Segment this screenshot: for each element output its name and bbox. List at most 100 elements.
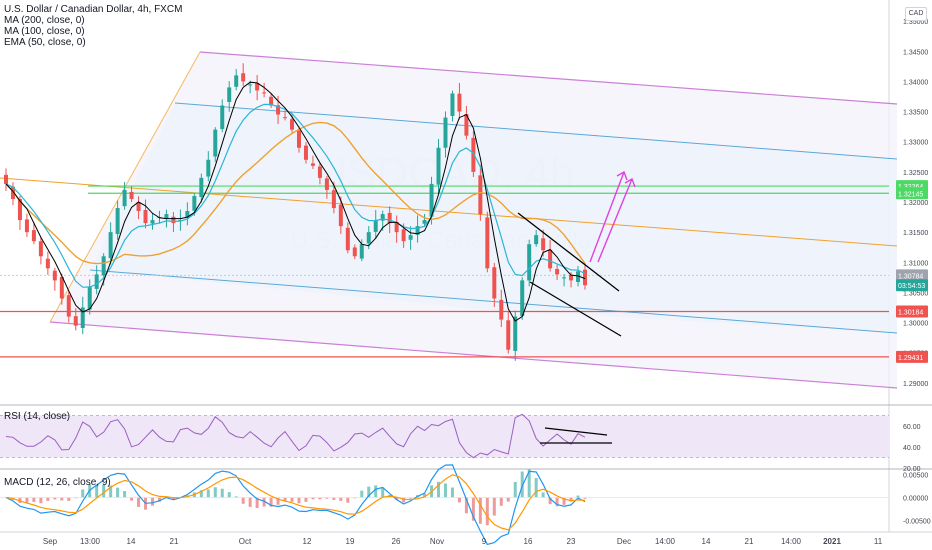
macd-histogram-bar — [241, 497, 245, 504]
breakout-arrow-1-head — [616, 170, 628, 181]
candle-body — [87, 286, 92, 310]
breakout-arrow-1 — [589, 171, 625, 263]
candle-body — [122, 189, 127, 207]
macd-histogram-bar — [450, 487, 454, 498]
candle-body — [562, 277, 567, 279]
macd-histogram-bar — [39, 497, 43, 504]
macd-histogram-bar — [220, 488, 224, 498]
candle-body — [31, 230, 36, 242]
candle-body — [436, 147, 441, 185]
wedge-upper-line — [517, 212, 620, 292]
time-tick-label: Dec — [617, 537, 631, 546]
candle-body — [24, 219, 29, 233]
macd-legend[interactable]: MACD (12, 26, close, 9) — [4, 477, 111, 488]
candle-body — [220, 105, 225, 130]
symbol-title[interactable]: U.S. Dollar / Canadian Dollar, 4h, FXCM — [4, 4, 183, 15]
macd-histogram-bar — [402, 497, 406, 503]
breakout-arrow-2 — [597, 178, 633, 263]
macd-histogram-bar — [499, 497, 503, 506]
macd-histogram-bar — [520, 471, 524, 498]
candle-body — [241, 73, 246, 82]
price-tick-label: 1.32500 — [903, 170, 928, 177]
price-tick-label: 1.31500 — [903, 230, 928, 237]
candle-body — [583, 269, 587, 286]
macd-histogram-bar — [46, 497, 50, 501]
candle-body — [227, 87, 232, 102]
time-tick-label: 11 — [874, 537, 883, 546]
macd-histogram-bar — [548, 497, 552, 505]
macd-histogram-bar — [53, 497, 57, 500]
candle-body — [401, 229, 406, 242]
candle-body — [499, 299, 504, 320]
macd-histogram-bar — [32, 497, 36, 502]
macd-histogram-bar — [283, 497, 287, 502]
time-tick-label: 14:00 — [781, 537, 802, 546]
candle-body — [94, 274, 99, 289]
ma200-legend[interactable]: MA (200, close, 0) — [4, 15, 85, 26]
ma100-legend[interactable]: MA (100, close, 0) — [4, 26, 85, 37]
candle-body — [248, 84, 253, 86]
rsi-line — [5, 413, 586, 459]
candle-body — [569, 274, 574, 281]
candle-body — [422, 220, 427, 224]
price-label-badge — [896, 187, 928, 200]
inner-upper-line — [174, 102, 898, 160]
candle-body — [352, 247, 357, 257]
candle-body — [171, 216, 176, 224]
ma100-line — [5, 81, 586, 322]
macd-histogram-bar — [25, 497, 29, 503]
rsi-legend[interactable]: RSI (14, close) — [4, 411, 71, 422]
candle-body — [129, 191, 134, 199]
rsi-tick-label: 60.00 — [903, 424, 921, 431]
time-tick-label: 21 — [170, 537, 179, 546]
candle-body — [206, 159, 211, 177]
price-tick-label: 1.32000 — [903, 200, 928, 207]
candle-body — [317, 166, 322, 178]
price-tick-label: 1.34000 — [903, 79, 928, 86]
macd-histogram-bar — [576, 495, 580, 498]
macd-histogram-bar — [325, 497, 329, 499]
candle-body — [73, 316, 78, 326]
macd-histogram-bar — [311, 497, 315, 500]
macd-histogram-bar — [423, 493, 427, 498]
price-label-badge — [896, 350, 928, 363]
price-label-badge — [896, 269, 928, 282]
macd-histogram-bar — [213, 487, 217, 498]
candle-body — [17, 198, 22, 221]
price-tick-label: 1.33000 — [903, 140, 928, 147]
macd-histogram-bar — [248, 497, 252, 507]
candle-body — [10, 186, 15, 199]
chart-legend: U.S. Dollar / Canadian Dollar, 4h, FXCM … — [4, 4, 182, 48]
macd-histogram-bar — [262, 497, 266, 507]
candle-body — [345, 227, 350, 251]
candle-body — [457, 93, 462, 112]
candle-body — [296, 130, 301, 148]
signal-line — [5, 474, 586, 531]
macd-histogram-bar — [457, 497, 461, 503]
macd-histogram-bar — [443, 483, 447, 498]
macd-histogram-bar — [102, 484, 106, 498]
macd-histogram-bar — [562, 497, 566, 505]
candle-body — [66, 295, 71, 317]
candle-body — [192, 195, 197, 211]
macd-histogram-bar — [395, 497, 399, 500]
macd-histogram-bar — [116, 487, 120, 498]
macd-histogram-bar — [234, 496, 238, 498]
macd-histogram-bar — [18, 497, 22, 503]
wedge-lower-line — [529, 281, 622, 337]
candle-body — [359, 244, 364, 259]
macd-histogram-bar — [290, 497, 294, 502]
candle-body — [255, 82, 260, 91]
candle-body — [541, 238, 546, 251]
macd-tick-label: 0.00500 — [903, 473, 928, 480]
candle-body — [471, 137, 476, 172]
price-tick-label: 1.30000 — [903, 321, 928, 328]
candle-body — [338, 204, 343, 227]
rsi-tick-label: 40.00 — [903, 445, 921, 452]
candle-body — [513, 316, 518, 351]
ema50-legend[interactable]: EMA (50, close, 0) — [4, 37, 86, 48]
currency-unit-button[interactable]: CAD — [905, 7, 927, 21]
inner-lower-line — [89, 269, 898, 334]
time-tick-label: 14 — [127, 537, 136, 546]
